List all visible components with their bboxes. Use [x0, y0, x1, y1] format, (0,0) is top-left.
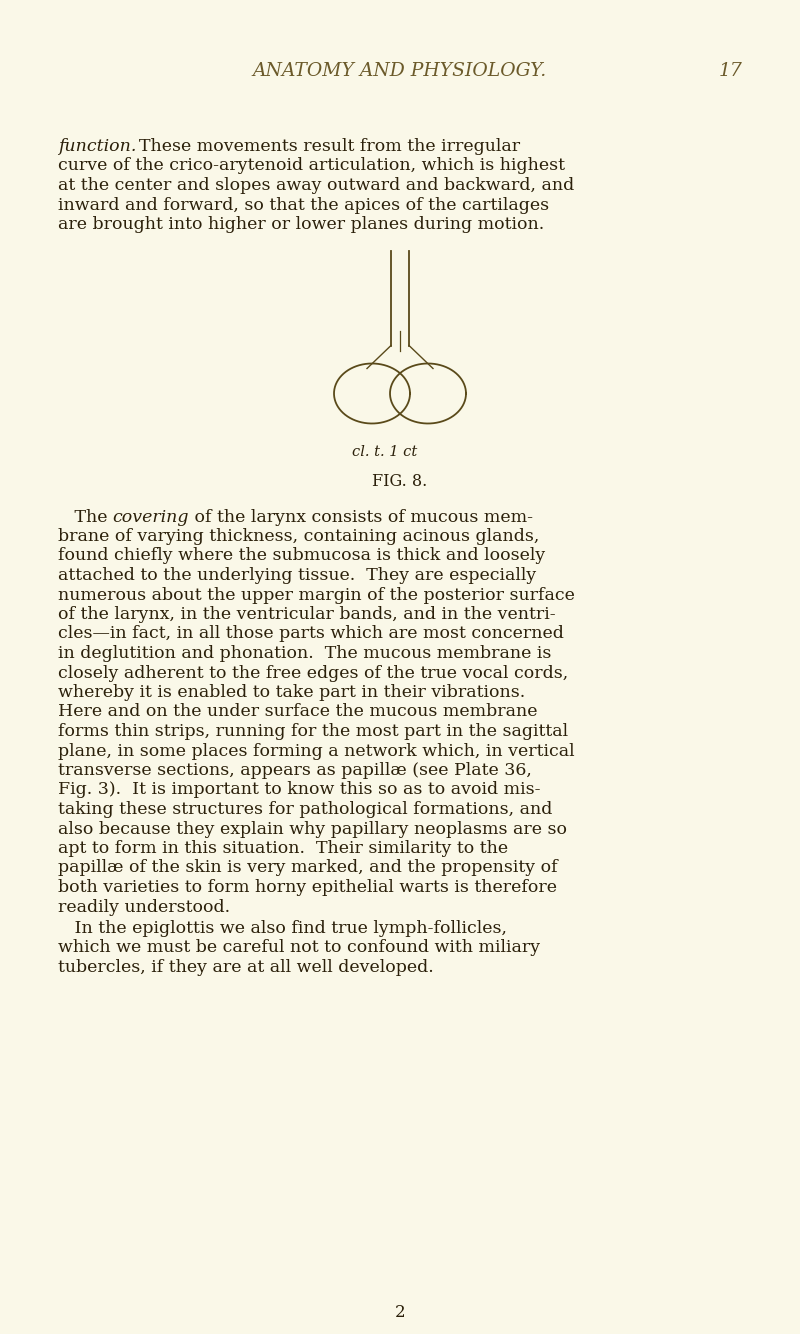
Text: function.: function.	[58, 137, 136, 155]
Text: Fig. 3).  It is important to know this so as to avoid mis-: Fig. 3). It is important to know this so…	[58, 782, 540, 799]
Text: curve of the crico-arytenoid articulation, which is highest: curve of the crico-arytenoid articulatio…	[58, 157, 565, 175]
Text: at the center and slopes away outward and backward, and: at the center and slopes away outward an…	[58, 177, 574, 193]
Text: brane of varying thickness, containing acinous glands,: brane of varying thickness, containing a…	[58, 528, 539, 546]
Text: which we must be careful not to confound with miliary: which we must be careful not to confound…	[58, 939, 540, 956]
Text: FIG. 8.: FIG. 8.	[372, 474, 428, 491]
Text: of the larynx, in the ventricular bands, and in the ventri-: of the larynx, in the ventricular bands,…	[58, 606, 555, 623]
Text: inward and forward, so that the apices of the cartilages: inward and forward, so that the apices o…	[58, 196, 549, 213]
Text: apt to form in this situation.  Their similarity to the: apt to form in this situation. Their sim…	[58, 840, 508, 856]
Text: tubercles, if they are at all well developed.: tubercles, if they are at all well devel…	[58, 959, 434, 976]
Text: ANATOMY AND PHYSIOLOGY.: ANATOMY AND PHYSIOLOGY.	[253, 61, 547, 80]
Text: transverse sections, appears as papillæ (see Plate 36,: transverse sections, appears as papillæ …	[58, 762, 531, 779]
Text: of the larynx consists of mucous mem-: of the larynx consists of mucous mem-	[189, 508, 533, 526]
Text: 2: 2	[394, 1305, 406, 1321]
Text: cles—in fact, in all those parts which are most concerned: cles—in fact, in all those parts which a…	[58, 626, 563, 643]
Text: both varieties to form horny epithelial warts is therefore: both varieties to form horny epithelial …	[58, 879, 557, 896]
Text: covering: covering	[113, 508, 189, 526]
Text: closely adherent to the free edges of the true vocal cords,: closely adherent to the free edges of th…	[58, 664, 568, 682]
Text: 17: 17	[718, 61, 742, 80]
Text: These movements result from the irregular: These movements result from the irregula…	[128, 137, 520, 155]
Text: Here and on the under surface the mucous membrane: Here and on the under surface the mucous…	[58, 703, 537, 720]
Text: The: The	[58, 508, 113, 526]
Text: found chiefly where the submucosa is thick and loosely: found chiefly where the submucosa is thi…	[58, 547, 545, 564]
Text: cl. t. 1 ct: cl. t. 1 ct	[352, 446, 418, 459]
Text: whereby it is enabled to take part in their vibrations.: whereby it is enabled to take part in th…	[58, 684, 525, 700]
Text: plane, in some places forming a network which, in vertical: plane, in some places forming a network …	[58, 743, 574, 759]
Text: attached to the underlying tissue.  They are especially: attached to the underlying tissue. They …	[58, 567, 536, 584]
Text: in deglutition and phonation.  The mucous membrane is: in deglutition and phonation. The mucous…	[58, 646, 551, 662]
Text: forms thin strips, running for the most part in the sagittal: forms thin strips, running for the most …	[58, 723, 568, 740]
Text: readily understood.: readily understood.	[58, 899, 230, 915]
Text: In the epiglottis we also find true lymph-follicles,: In the epiglottis we also find true lymp…	[58, 920, 506, 936]
Text: also because they explain why papillary neoplasms are so: also because they explain why papillary …	[58, 820, 566, 838]
Text: papillæ of the skin is very marked, and the propensity of: papillæ of the skin is very marked, and …	[58, 859, 558, 876]
Text: numerous about the upper margin of the posterior surface: numerous about the upper margin of the p…	[58, 587, 574, 603]
Text: are brought into higher or lower planes during motion.: are brought into higher or lower planes …	[58, 216, 544, 233]
Text: taking these structures for pathological formations, and: taking these structures for pathological…	[58, 800, 552, 818]
